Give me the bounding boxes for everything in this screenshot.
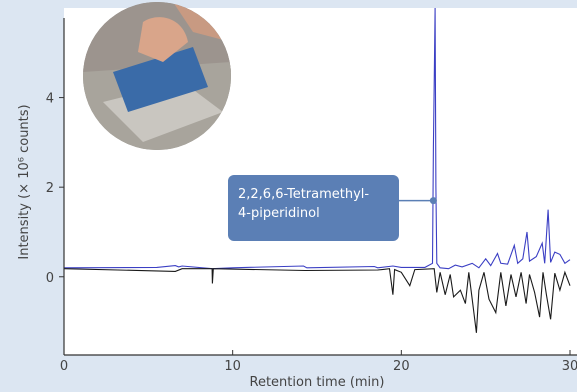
trowel-photo-icon: [83, 2, 231, 150]
x-tick-label-30: 30: [562, 359, 577, 374]
series-line-1: [63, 7, 571, 270]
annotation-line-1: 2,2,6,6-Tetramethyl-: [238, 187, 370, 202]
y-tick-label-2: 2: [46, 181, 54, 196]
annotation-marker: [429, 197, 437, 205]
y-axis-title: Intensity (× 10⁶ counts): [17, 104, 32, 259]
x-tick-label-10: 10: [224, 359, 241, 374]
annotation-line-2: 4-piperidinol: [238, 206, 320, 221]
y-tick-label-0: 0: [46, 271, 54, 286]
y-tick-label-4: 4: [46, 92, 54, 107]
annotation-callout: 2,2,6,6-Tetramethyl- 4-piperidinol: [228, 175, 399, 241]
x-axis-title: Retention time (min): [250, 375, 385, 390]
x-tick-label-20: 20: [393, 359, 410, 374]
series-line-2: [63, 268, 571, 333]
x-tick-label-0: 0: [60, 359, 68, 374]
